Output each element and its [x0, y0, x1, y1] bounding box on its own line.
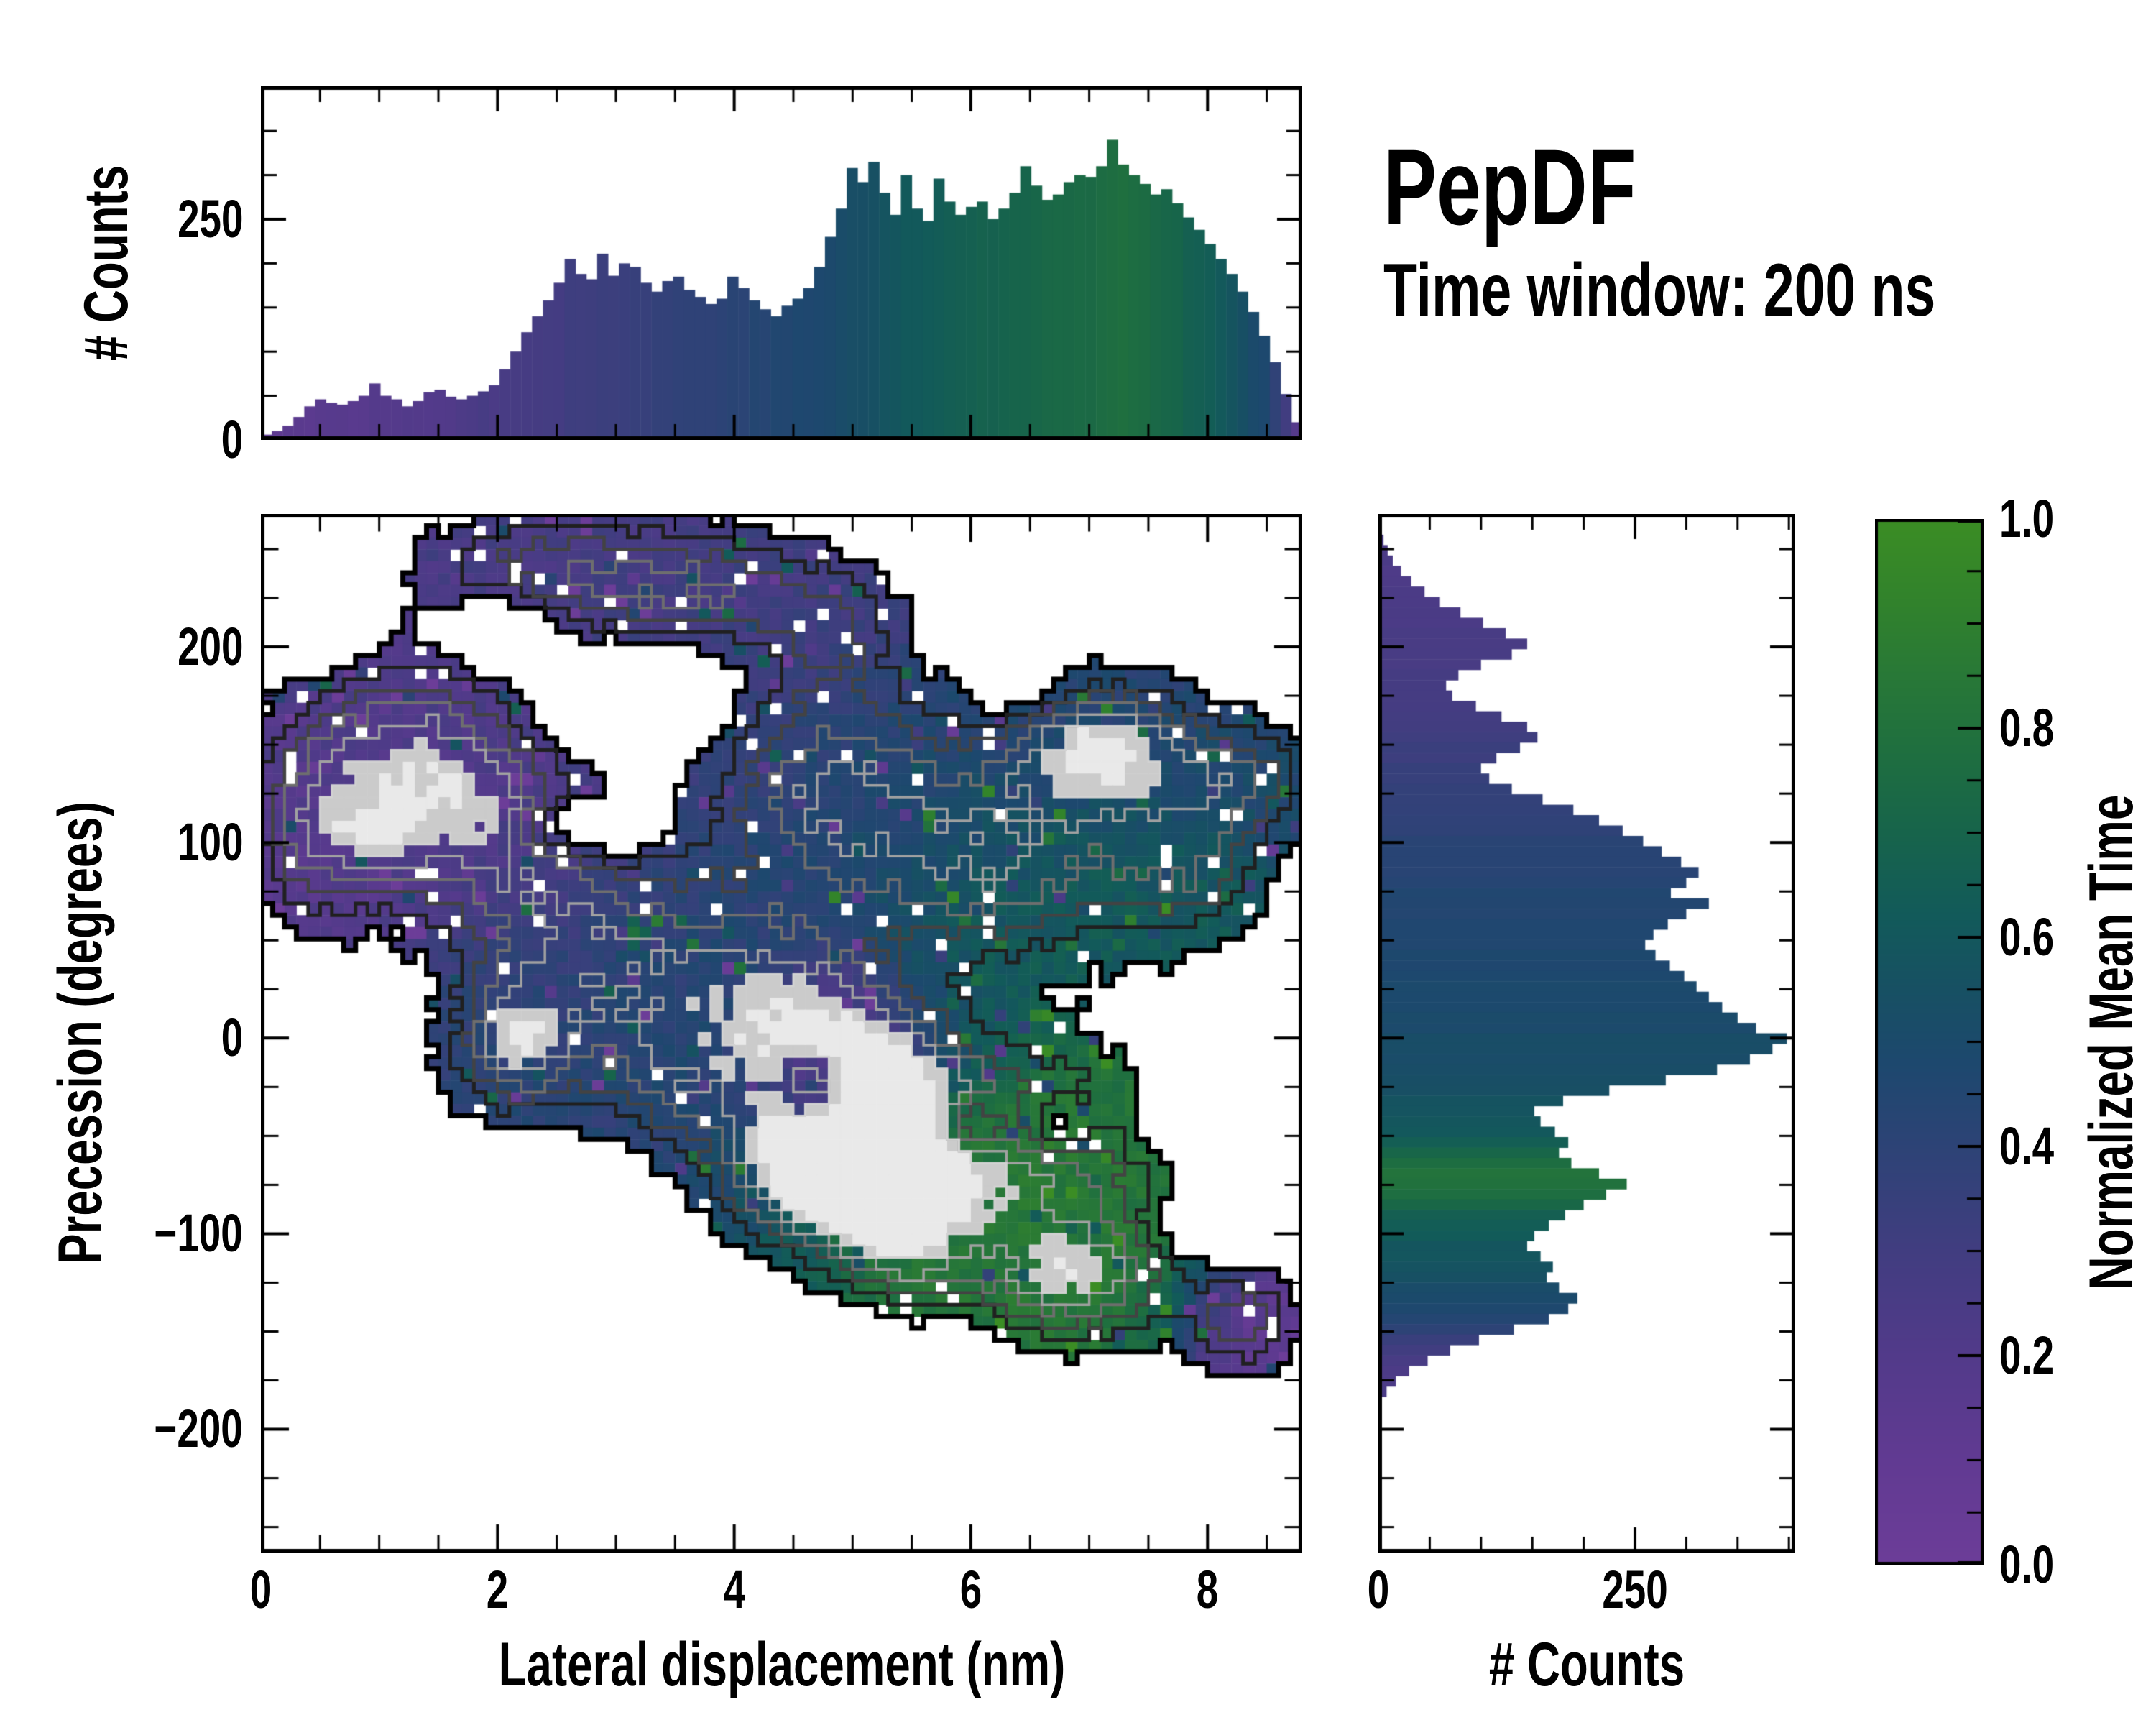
cbar-tick-0.0: 0.0 [1999, 1535, 2055, 1594]
figure-subtitle: Time window: 200 ns [1383, 249, 1936, 332]
main-ylabel: Precession (degrees) [46, 801, 115, 1264]
main-ytick-100: 100 [177, 812, 243, 872]
top-hist-ylabel: # Counts [72, 165, 141, 362]
cbar-tick-0.2: 0.2 [1999, 1325, 2055, 1385]
cbar-tick-0.4: 0.4 [1999, 1116, 2055, 1176]
figure-title: PepDF [1383, 126, 1636, 247]
main-xtick-8: 8 [1196, 1560, 1219, 1619]
main-heatmap-canvas [261, 514, 1302, 1552]
main-xtick-4: 4 [723, 1560, 746, 1619]
cbar-label: Normalized Mean Time [2077, 794, 2146, 1290]
cbar-tick-0.8: 0.8 [1999, 698, 2055, 758]
right-hist-xlabel: # Counts [1488, 1630, 1685, 1699]
colorbar-canvas [1875, 519, 1984, 1565]
right-histogram-canvas [1378, 514, 1795, 1552]
cbar-tick-0.6: 0.6 [1999, 907, 2055, 967]
main-ytick-200: 200 [177, 617, 243, 676]
main-xtick-6: 6 [959, 1560, 982, 1619]
top-histogram-canvas [261, 86, 1302, 440]
main-xtick-0: 0 [249, 1560, 272, 1619]
main-ytick-m100: −100 [154, 1203, 243, 1263]
right-hist-xtick-0: 0 [1367, 1560, 1390, 1619]
main-ytick-m200: −200 [154, 1399, 243, 1458]
right-hist-xtick-250: 250 [1602, 1560, 1668, 1619]
top-hist-ytick-250: 250 [177, 189, 243, 249]
cbar-tick-1.0: 1.0 [1999, 489, 2055, 548]
main-xtick-2: 2 [486, 1560, 509, 1619]
top-hist-ytick-0: 0 [221, 410, 243, 469]
main-ytick-0: 0 [221, 1008, 243, 1067]
main-xlabel: Lateral displacement (nm) [498, 1630, 1066, 1699]
